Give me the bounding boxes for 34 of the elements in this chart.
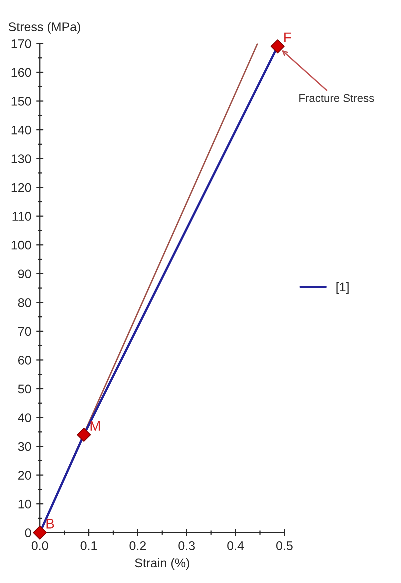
- point: [33, 526, 48, 540]
- y-tick-label: 160: [12, 68, 32, 78]
- legend-label: [1]: [336, 282, 349, 294]
- y-tick-label: 100: [12, 240, 32, 250]
- x-tick-label: 0.2: [130, 542, 146, 550]
- x-tick-label: 0.1: [80, 542, 98, 550]
- annotation: M: [90, 421, 100, 431]
- y-tick-label: 60: [18, 356, 32, 365]
- x-tick-label: 0.3: [178, 542, 196, 550]
- x-tick-label: 0.0: [32, 542, 48, 550]
- y-tick-label: 120: [12, 183, 32, 192]
- x-axis-title: Strain (%): [135, 558, 190, 570]
- y-tick-label: 170: [12, 40, 32, 48]
- y-tick-label: 140: [12, 126, 32, 135]
- y-tick-label: 150: [12, 97, 32, 106]
- y-tick-label: 90: [18, 270, 32, 279]
- y-tick-label: 40: [18, 414, 32, 422]
- point: [77, 428, 92, 442]
- annotation: B: [46, 519, 54, 529]
- y-tick-label: 110: [12, 212, 32, 222]
- y-axis-title: Stress (MPa): [8, 22, 80, 34]
- annotation: F: [284, 32, 292, 42]
- y-tick-label: 20: [18, 471, 32, 480]
- y-tick-label: 80: [18, 298, 32, 308]
- x-tick-label: 0.4: [228, 542, 244, 550]
- y-tick-label: 10: [18, 500, 32, 509]
- y-tick-label: 0: [25, 528, 32, 538]
- y-tick-label: 70: [18, 327, 32, 336]
- annotation: Fracture Stress: [300, 94, 374, 102]
- x-tick-label: 0.5: [276, 542, 293, 550]
- y-tick-label: 130: [12, 154, 32, 164]
- point: [270, 40, 285, 54]
- y-tick-label: 50: [18, 384, 32, 394]
- y-tick-label: 30: [18, 442, 32, 452]
